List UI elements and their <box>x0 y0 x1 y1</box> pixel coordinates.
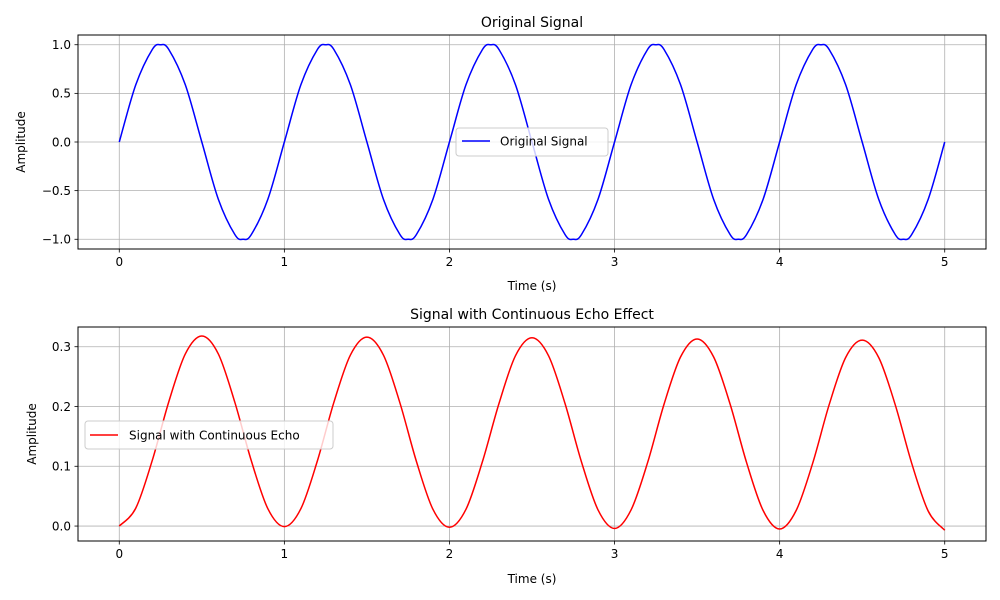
x-tick-label: 4 <box>776 547 784 561</box>
legend: Original Signal <box>455 127 609 157</box>
plot-area <box>77 326 987 542</box>
y-tick-label: 1.0 <box>52 38 71 52</box>
x-tick-label: 1 <box>281 255 289 269</box>
y-tick-label: 0.0 <box>52 135 71 149</box>
legend-label: Original Signal <box>500 135 588 149</box>
y-tick-label: 0.0 <box>52 519 71 533</box>
series-line <box>118 335 946 531</box>
x-tick-label: 3 <box>611 255 619 269</box>
x-tick-label: 2 <box>446 547 454 561</box>
y-tick-label: −1.0 <box>42 233 71 247</box>
x-axis-label: Time (s) <box>507 572 557 586</box>
y-axis-label: Amplitude <box>25 403 39 465</box>
y-tick-label: 0.3 <box>52 340 71 354</box>
legend-box <box>84 420 334 450</box>
y-tick-label: 0.5 <box>52 87 71 101</box>
y-tick-label: 0.2 <box>52 400 71 414</box>
x-tick-label: 4 <box>776 255 784 269</box>
legend-label: Signal with Continuous Echo <box>129 429 300 443</box>
original-signal-panel: Original Signal Time (s) Amplitude 0 1 2 3 4… <box>14 15 987 293</box>
y-tick-label: −0.5 <box>42 184 71 198</box>
chart-title: Original Signal <box>481 15 583 31</box>
y-axis-label: Amplitude <box>14 111 28 173</box>
x-axis-label: Time (s) <box>507 279 557 293</box>
echo-signal-panel: Signal with Continuous Echo Effect Time … <box>25 307 987 586</box>
x-tick-label: 0 <box>115 547 123 561</box>
legend-box <box>455 127 609 157</box>
y-tick-label: 0.1 <box>52 460 71 474</box>
x-tick-label: 5 <box>941 255 949 269</box>
x-tick-label: 3 <box>611 547 619 561</box>
chart-title: Signal with Continuous Echo Effect <box>410 307 654 323</box>
x-tick-label: 1 <box>281 547 289 561</box>
x-tick-label: 5 <box>941 547 949 561</box>
legend: Signal with Continuous Echo <box>84 420 334 450</box>
x-tick-label: 2 <box>446 255 454 269</box>
x-tick-label: 0 <box>115 255 123 269</box>
